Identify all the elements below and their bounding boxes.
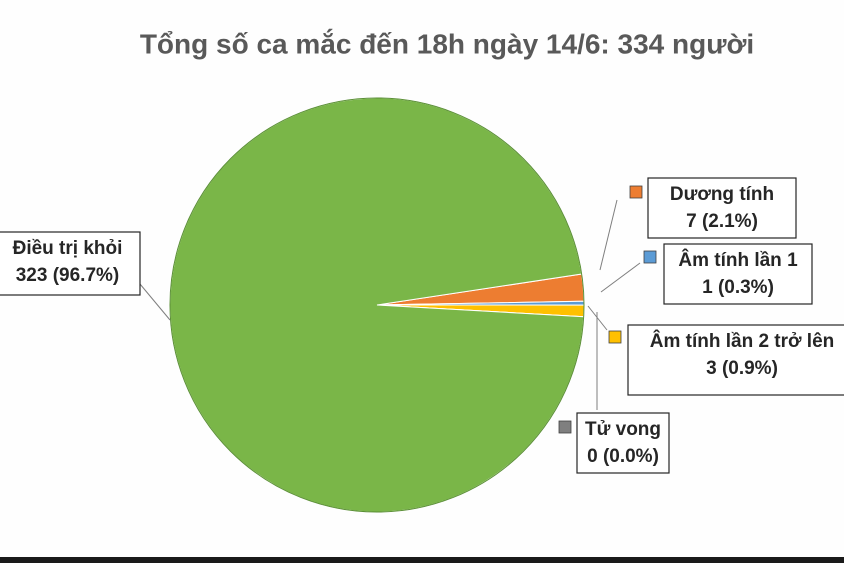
label-box bbox=[576, 412, 670, 474]
legend-key bbox=[558, 420, 572, 434]
label-name: Điều trị khỏi bbox=[13, 238, 123, 259]
legend-key bbox=[629, 185, 643, 199]
bottom-bar bbox=[0, 557, 844, 563]
label-value: 7 (2.1%) bbox=[686, 211, 758, 232]
leader-line bbox=[599, 199, 618, 271]
label-box bbox=[647, 177, 797, 239]
label-box bbox=[663, 243, 813, 305]
label-value: 1 (0.3%) bbox=[702, 277, 774, 298]
leader-line bbox=[600, 262, 641, 293]
legend-key bbox=[608, 330, 622, 344]
label-name: Tử vong bbox=[585, 419, 661, 440]
label-box bbox=[0, 231, 141, 296]
label-value: 3 (0.9%) bbox=[706, 358, 778, 379]
pie-outline bbox=[169, 97, 585, 513]
label-name: Dương tính bbox=[670, 184, 774, 205]
label-box bbox=[627, 324, 844, 396]
label-value: 0 (0.0%) bbox=[587, 446, 659, 467]
leader-line bbox=[139, 283, 171, 321]
label-name: Âm tính lần 2 trở lên bbox=[650, 330, 835, 352]
legend-key bbox=[643, 250, 657, 264]
label-value: 323 (96.7%) bbox=[16, 265, 120, 286]
chart-title: Tổng số ca mắc đến 18h ngày 14/6: 334 ng… bbox=[140, 28, 754, 59]
label-name: Âm tính lần 1 bbox=[678, 249, 798, 271]
